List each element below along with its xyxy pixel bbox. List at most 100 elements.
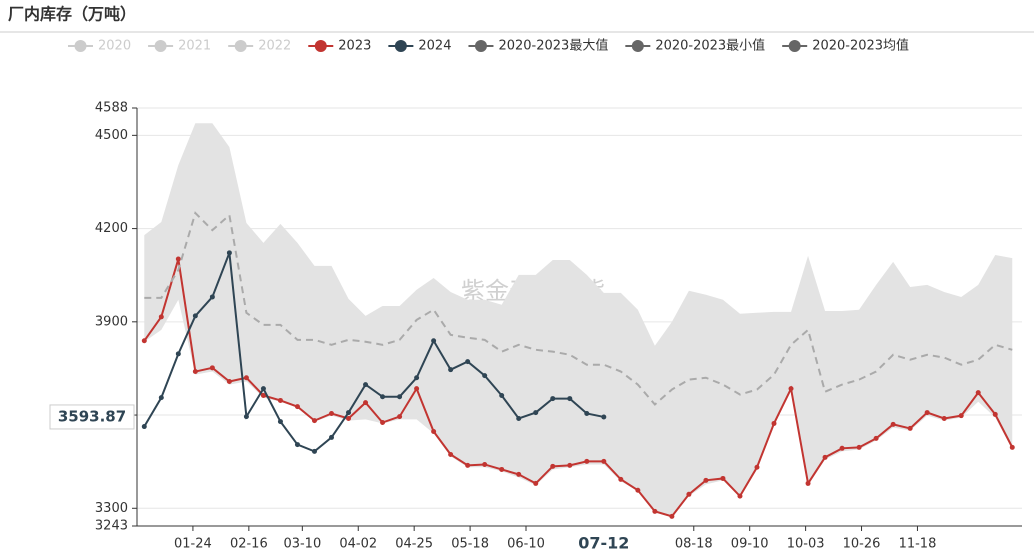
y-tick-label: 4500 [95, 128, 128, 143]
point [516, 415, 522, 421]
point [141, 424, 147, 430]
point [294, 404, 300, 410]
x-tick-label: 04-25 [395, 537, 433, 552]
point [277, 419, 283, 425]
x-tick-label: 09-10 [731, 537, 769, 552]
point [533, 410, 539, 416]
x-tick-label: 08-18 [675, 537, 713, 552]
x-tick-label: 03-10 [283, 537, 321, 552]
point [839, 445, 845, 451]
point [601, 414, 607, 420]
point [720, 475, 726, 481]
x-tick-label: 02-16 [230, 537, 268, 552]
point [329, 410, 335, 416]
point [635, 487, 641, 493]
point [805, 480, 811, 486]
legend-label[interactable]: 2021 [178, 39, 211, 54]
x-tick-label: 11-18 [899, 537, 937, 552]
point [260, 392, 266, 398]
point [567, 396, 573, 402]
point [243, 375, 249, 381]
point [226, 250, 232, 256]
point [822, 454, 828, 460]
legend-icon[interactable] [631, 40, 644, 52]
legend-label[interactable]: 2020-2023均值 [812, 38, 909, 54]
point [346, 410, 352, 416]
point [856, 444, 862, 450]
point [873, 435, 879, 441]
point [907, 425, 913, 431]
pointer-y-label: 3593.87 [58, 407, 126, 425]
point [294, 442, 300, 448]
pointer-x-label: 07-12 [578, 534, 629, 553]
y-tick-label: 3243 [95, 519, 128, 534]
point [397, 394, 403, 400]
point [192, 313, 198, 319]
point [550, 396, 556, 402]
point [329, 434, 335, 440]
x-tick-label: 10-26 [843, 537, 881, 552]
point [992, 411, 998, 417]
point [209, 294, 215, 300]
series-line [143, 258, 1014, 518]
y-tick-label: 4588 [95, 101, 128, 116]
y-tick-label: 3300 [95, 501, 128, 516]
x-tick-label: 06-10 [507, 537, 545, 552]
legend-icon[interactable] [314, 40, 327, 52]
point [703, 477, 709, 483]
chart-title: 厂内库存（万吨） [8, 5, 136, 24]
legend-label[interactable]: 2023 [338, 39, 371, 54]
x-tick-label: 05-18 [451, 537, 489, 552]
point [924, 410, 930, 416]
point [516, 471, 522, 477]
legend-icon[interactable] [788, 40, 801, 52]
point [890, 421, 896, 427]
point [465, 462, 471, 468]
point [618, 476, 624, 482]
legend-icon[interactable] [74, 40, 87, 52]
point [158, 395, 164, 401]
legend-icon[interactable] [234, 40, 247, 52]
point [550, 463, 556, 469]
legend-label[interactable]: 2022 [258, 39, 291, 54]
y-tick-label: 4200 [95, 221, 128, 236]
point [567, 462, 573, 468]
point [277, 397, 283, 403]
point [226, 378, 232, 384]
pointer-x-box [575, 530, 632, 556]
point [533, 480, 539, 486]
legend-label[interactable]: 2020-2023最大值 [498, 38, 608, 54]
x-tick-label: 04-02 [339, 537, 377, 552]
point [363, 400, 369, 406]
point [975, 390, 981, 396]
point [771, 420, 777, 426]
legend-icon[interactable] [394, 40, 407, 52]
point [737, 493, 743, 499]
point [1009, 444, 1015, 450]
point [158, 314, 164, 320]
point [448, 367, 454, 373]
point [601, 458, 607, 464]
point [754, 464, 760, 470]
point [209, 365, 215, 371]
point [380, 394, 386, 400]
x-tick-label: 10-03 [787, 537, 825, 552]
point [669, 513, 675, 519]
y-tick-label: 3900 [95, 314, 128, 329]
legend-label[interactable]: 2024 [418, 39, 451, 54]
legend-label[interactable]: 2020 [98, 39, 131, 54]
point [346, 415, 352, 421]
point [175, 351, 181, 357]
point [431, 429, 437, 435]
point [397, 414, 403, 420]
point [141, 338, 147, 344]
point [363, 382, 369, 388]
legend-icon[interactable] [474, 40, 487, 52]
point [243, 414, 249, 420]
point [652, 508, 658, 514]
legend-label[interactable]: 2020-2023最小值 [655, 38, 765, 54]
legend-icon[interactable] [154, 40, 167, 52]
x-tick-label: 01-24 [174, 537, 212, 552]
point [941, 415, 947, 421]
point [499, 466, 505, 472]
